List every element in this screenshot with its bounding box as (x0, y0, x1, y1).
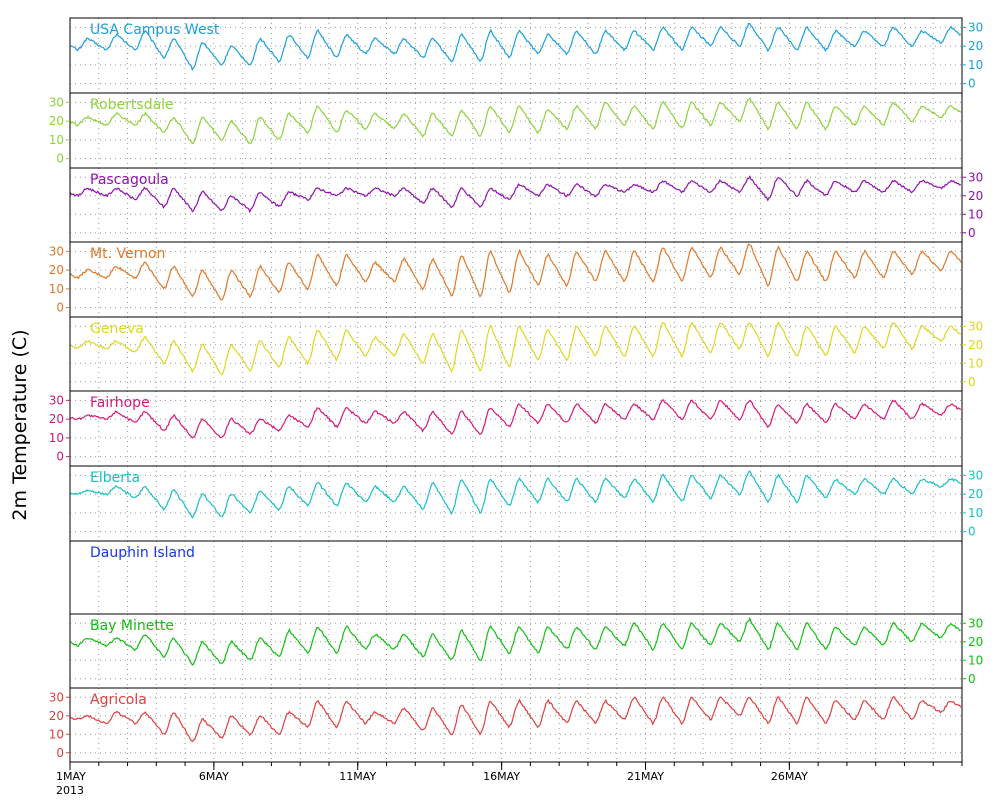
panel-pascagoula: 0 10 20 30 Pascagoula (69, 167, 983, 243)
panel-mt-vernon: 0 10 20 30 Mt. Vernon (49, 241, 963, 318)
y-tick-label: 20 (968, 487, 983, 501)
station-label: Dauphin Island (90, 545, 195, 561)
station-label: USA Campus West (90, 22, 220, 38)
y-tick-label: 20 (968, 635, 983, 649)
panel-frame (69, 167, 963, 243)
y-tick-label: 10 (968, 207, 983, 221)
y-tick-label: 0 (968, 77, 976, 91)
y-tick-label: 10 (968, 356, 983, 370)
panel-frame (69, 465, 963, 542)
y-tick-label: 0 (56, 746, 64, 760)
y-tick-label: 30 (49, 244, 64, 258)
panel-fairhope: 0 10 20 30 Fairhope (49, 390, 963, 467)
series-line-usa-campus-west (69, 22, 962, 72)
x-year-label: 2013 (56, 784, 84, 797)
x-tick-label: 11MAY (339, 770, 376, 783)
panel-frame (69, 540, 963, 615)
y-tick-label: 0 (56, 450, 64, 464)
y-tick-label: 30 (968, 170, 983, 184)
y-tick-label: 0 (56, 152, 64, 166)
station-label: Pascagoula (90, 172, 169, 188)
y-tick-label: 10 (49, 282, 64, 296)
y-tick-label: 0 (968, 525, 976, 539)
y-tick-label: 30 (968, 616, 983, 630)
y-tick-label: 10 (968, 653, 983, 667)
y-tick-label: 10 (49, 431, 64, 445)
station-label: Fairhope (90, 395, 150, 411)
y-tick-label: 30 (968, 319, 983, 333)
panel-agricola: 0 10 20 30 Agricola (49, 687, 963, 763)
y-tick-label: 10 (968, 506, 983, 520)
y-tick-label: 20 (49, 412, 64, 426)
y-tick-label: 0 (968, 226, 976, 240)
panel-usa-campus-west: 0 10 20 30 USA Campus West (69, 17, 983, 94)
y-tick-label: 20 (49, 709, 64, 723)
x-tick-label: 16MAY (483, 770, 520, 783)
panel-bay-minette: 0 10 20 30 Bay Minette (69, 613, 983, 689)
y-tick-label: 30 (49, 95, 64, 109)
y-tick-label: 20 (968, 39, 983, 53)
station-label: Geneva (90, 321, 144, 337)
y-tick-label: 20 (968, 189, 983, 203)
panel-geneva: 0 10 20 30 Geneva (69, 316, 983, 392)
station-panels: 0 10 20 30 USA Campus West 0 10 20 30 Robertsdale… (49, 17, 983, 763)
station-label: Elberta (90, 470, 140, 486)
y-tick-label: 30 (49, 393, 64, 407)
y-tick-label: 10 (49, 727, 64, 741)
station-label: Agricola (90, 692, 147, 708)
panel-frame (69, 613, 963, 689)
series-line-mt-vernon (69, 243, 962, 301)
y-tick-label: 20 (49, 263, 64, 277)
x-tick-label: 26MAY (771, 770, 808, 783)
series-line-robertsdale (69, 97, 962, 145)
y-tick-label: 20 (49, 114, 64, 128)
panel-elberta: 0 10 20 30 Elberta (69, 465, 983, 542)
y-tick-label: 20 (968, 338, 983, 352)
series-line-agricola (69, 695, 962, 743)
series-line-elberta (69, 470, 962, 519)
panel-frame (69, 316, 963, 392)
y-tick-label: 30 (968, 20, 983, 34)
panel-dauphin-island: Dauphin Island (69, 540, 963, 615)
y-tick-label: 10 (968, 58, 983, 72)
panel-frame (69, 92, 963, 169)
y-tick-label: 0 (968, 672, 976, 686)
panel-frame (69, 241, 963, 318)
panel-frame (69, 687, 963, 763)
station-label: Bay Minette (90, 618, 174, 634)
y-axis-title: 2m Temperature (C) (9, 329, 31, 520)
y-tick-label: 0 (968, 375, 976, 389)
series-line-bay-minette (69, 616, 961, 666)
y-tick-label: 30 (968, 468, 983, 482)
station-label: Robertsdale (90, 97, 174, 113)
x-tick-label: 6MAY (199, 770, 229, 783)
station-label: Mt. Vernon (90, 246, 165, 262)
series-line-geneva (69, 321, 962, 376)
x-tick-label: 21MAY (627, 770, 664, 783)
series-line-fairhope (69, 399, 962, 439)
panel-frame (69, 390, 963, 467)
x-axis: 1MAY 6MAY 11MAY 16MAY 21MAY 26MAY 2013 (56, 762, 963, 797)
y-tick-label: 10 (49, 133, 64, 147)
y-tick-label: 30 (49, 690, 64, 704)
y-tick-label: 0 (56, 301, 64, 315)
series-line-pascagoula (69, 175, 961, 214)
x-tick-label: 1MAY (56, 770, 86, 783)
panel-robertsdale: 0 10 20 30 Robertsdale (49, 92, 963, 169)
